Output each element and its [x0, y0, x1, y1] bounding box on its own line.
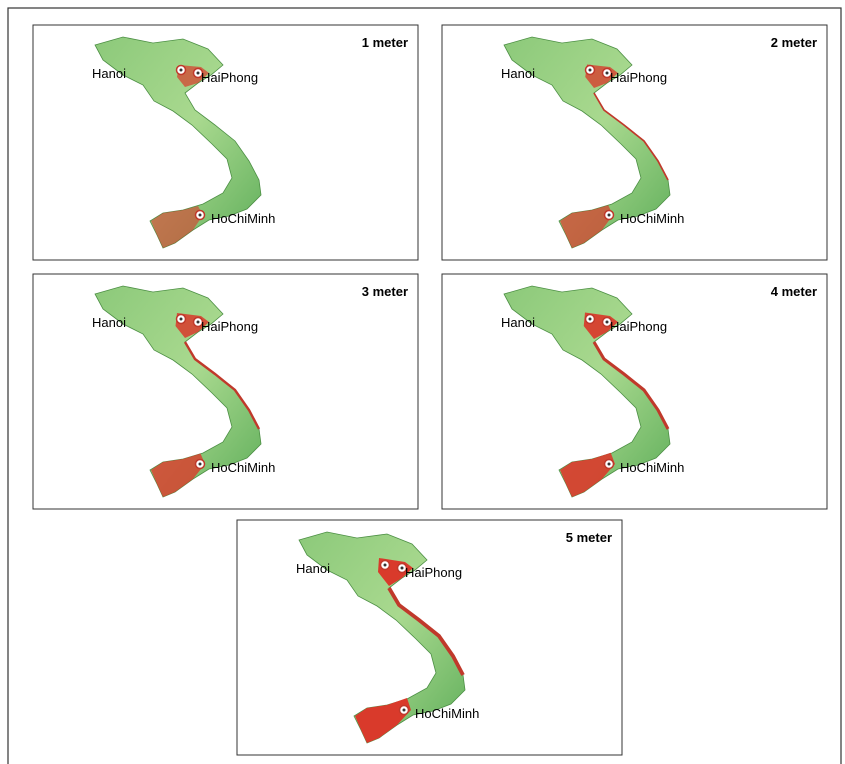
map-panel: Hanoi HaiPhong HoChiMinh 4 meter	[442, 274, 827, 509]
city-label: Hanoi	[501, 66, 535, 81]
city-marker-dot	[199, 214, 202, 217]
city-marker-dot	[608, 214, 611, 217]
city-label: HoChiMinh	[620, 460, 684, 475]
map-panel: Hanoi HaiPhong HoChiMinh 2 meter	[442, 25, 827, 260]
city-marker-dot	[180, 69, 183, 72]
city-label: HaiPhong	[610, 70, 667, 85]
panel-title: 3 meter	[362, 284, 408, 299]
city-marker-dot	[180, 318, 183, 321]
map-panel: Hanoi HaiPhong HoChiMinh 5 meter	[237, 520, 622, 755]
panel-title: 5 meter	[566, 530, 612, 545]
panel-title: 2 meter	[771, 35, 817, 50]
city-marker-dot	[403, 709, 406, 712]
map-panel: Hanoi HaiPhong HoChiMinh 1 meter	[33, 25, 418, 260]
figure: Hanoi HaiPhong HoChiMinh 1 meter Hanoi HaiPho…	[0, 0, 845, 764]
city-marker-dot	[608, 463, 611, 466]
panel-title: 1 meter	[362, 35, 408, 50]
city-label: Hanoi	[92, 315, 126, 330]
city-marker-dot	[589, 318, 592, 321]
city-label: HaiPhong	[610, 319, 667, 334]
city-marker-dot	[606, 321, 609, 324]
city-label: Hanoi	[501, 315, 535, 330]
city-label: Hanoi	[92, 66, 126, 81]
city-label: HaiPhong	[201, 70, 258, 85]
city-label: HaiPhong	[201, 319, 258, 334]
panel-title: 4 meter	[771, 284, 817, 299]
city-label: Hanoi	[296, 561, 330, 576]
city-marker-dot	[384, 564, 387, 567]
city-marker-dot	[197, 72, 200, 75]
city-label: HoChiMinh	[620, 211, 684, 226]
city-marker-dot	[589, 69, 592, 72]
city-marker-dot	[401, 567, 404, 570]
map-panel: Hanoi HaiPhong HoChiMinh 3 meter	[33, 274, 418, 509]
city-label: HaiPhong	[405, 565, 462, 580]
city-marker-dot	[199, 463, 202, 466]
city-label: HoChiMinh	[415, 706, 479, 721]
city-label: HoChiMinh	[211, 460, 275, 475]
city-marker-dot	[197, 321, 200, 324]
city-label: HoChiMinh	[211, 211, 275, 226]
city-marker-dot	[606, 72, 609, 75]
